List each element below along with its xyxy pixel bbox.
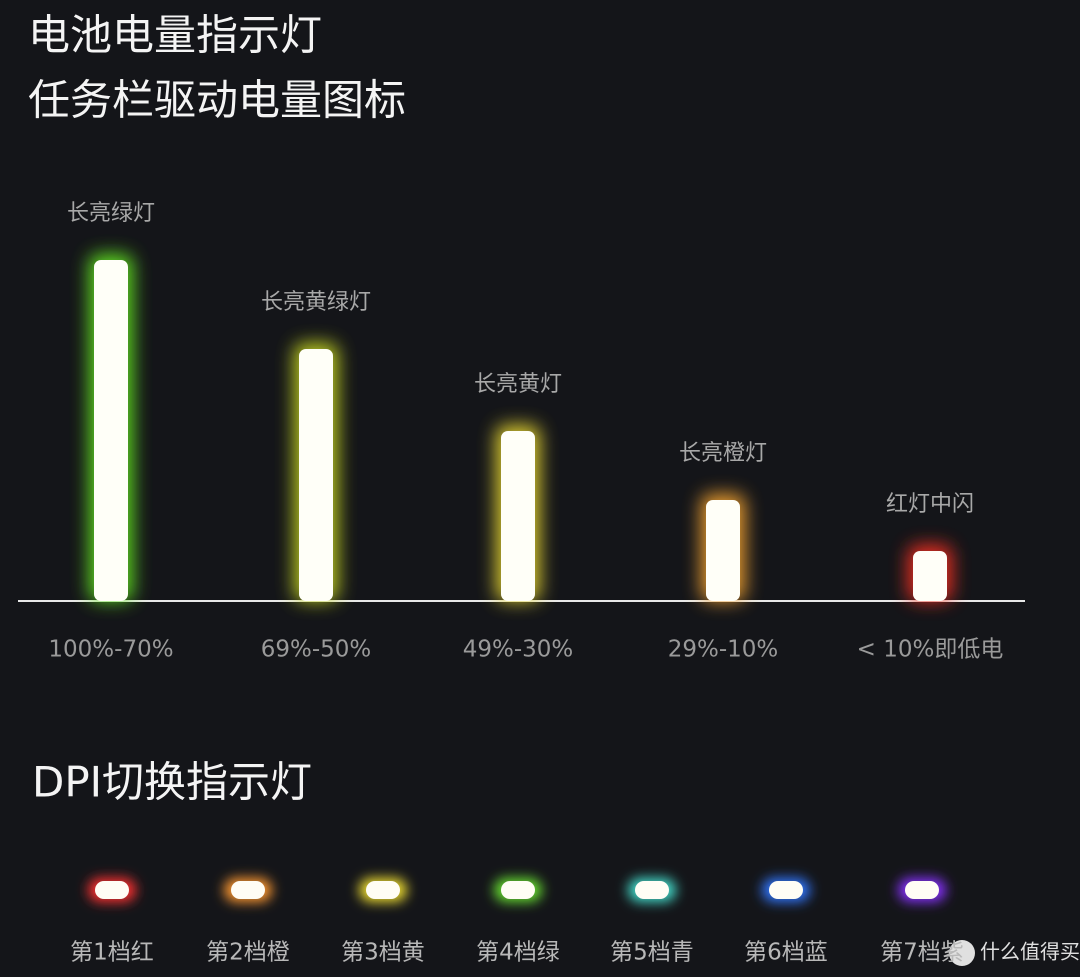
dpi-label: 第3档黄 xyxy=(341,940,425,966)
dpi-label: 第5档青 xyxy=(610,940,694,966)
led xyxy=(769,881,803,899)
range-label: 49%-30% xyxy=(463,637,574,663)
led xyxy=(501,881,535,899)
bar-label: 长亮黄灯 xyxy=(474,372,562,397)
dpi-label: 第6档蓝 xyxy=(744,940,828,966)
led xyxy=(231,881,265,899)
range-label: < 10%即低电 xyxy=(857,637,1004,663)
subtitle: 任务栏驱动电量图标 xyxy=(28,76,406,125)
led xyxy=(95,881,129,899)
watermark: 什么值得买 xyxy=(980,940,1080,964)
dpi-label: 第1档红 xyxy=(70,940,154,966)
bar-label: 长亮橙灯 xyxy=(679,441,767,466)
dpi-label: 第7档紫 xyxy=(880,940,964,966)
bar xyxy=(299,349,333,601)
watermark-logo xyxy=(949,940,975,966)
range-label: 29%-10% xyxy=(668,637,779,663)
bar xyxy=(706,500,740,601)
bar xyxy=(501,431,535,601)
range-label: 69%-50% xyxy=(261,637,372,663)
dpi-label: 第2档橙 xyxy=(206,940,290,966)
dpi-label: 第4档绿 xyxy=(476,940,560,966)
led xyxy=(905,881,939,899)
bar-label: 红灯中闪 xyxy=(886,492,974,517)
range-label: 100%-70% xyxy=(48,637,173,663)
items: 长亮绿灯 100%-70% 长亮黄绿灯 69%-50% 长亮黄灯 49%-30% 长亮橙灯 2… xyxy=(48,201,1003,966)
bar xyxy=(94,260,128,601)
bar-label: 长亮绿灯 xyxy=(67,201,155,226)
bar-label: 长亮黄绿灯 xyxy=(261,290,371,315)
bar xyxy=(913,551,947,601)
title: 电池电量指示灯 xyxy=(28,11,322,60)
led xyxy=(366,881,400,899)
dpi-title: DPI切换指示灯 xyxy=(32,758,312,807)
led xyxy=(635,881,669,899)
